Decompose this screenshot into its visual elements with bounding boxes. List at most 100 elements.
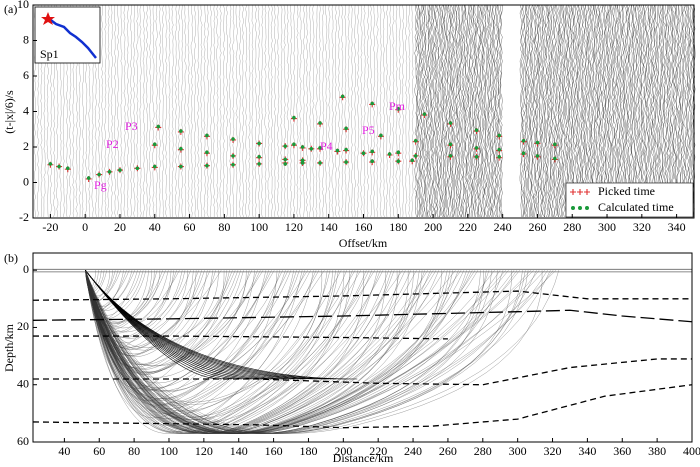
calculated-marker bbox=[179, 164, 183, 169]
x-tick-label: 200 bbox=[334, 444, 352, 458]
trace bbox=[537, 4, 541, 218]
trace bbox=[583, 4, 587, 218]
trace bbox=[609, 4, 613, 218]
ray bbox=[85, 270, 331, 412]
calculated-marker bbox=[474, 146, 479, 150]
trace bbox=[296, 4, 299, 218]
trace bbox=[661, 4, 665, 218]
phase-label: P2 bbox=[106, 137, 119, 151]
calculated-marker bbox=[152, 164, 157, 169]
x-tick-label: 100 bbox=[250, 220, 268, 234]
calculated-marker bbox=[65, 166, 70, 171]
trace bbox=[261, 4, 264, 218]
ray bbox=[85, 270, 308, 399]
calculated-marker bbox=[179, 146, 183, 151]
trace bbox=[146, 4, 148, 217]
trace bbox=[264, 4, 267, 218]
trace bbox=[434, 4, 437, 218]
trace bbox=[654, 4, 658, 218]
x-tick-label: 300 bbox=[509, 444, 527, 458]
trace bbox=[338, 4, 340, 218]
y-tick-label: 60 bbox=[17, 434, 29, 448]
trace bbox=[553, 4, 557, 218]
x-tick-label: 200 bbox=[424, 220, 442, 234]
trace bbox=[437, 4, 441, 218]
trace bbox=[414, 4, 418, 218]
ray bbox=[85, 270, 498, 434]
ray bbox=[85, 270, 414, 434]
trace bbox=[465, 4, 468, 217]
interface bbox=[33, 358, 692, 386]
trace bbox=[449, 4, 453, 218]
legend bbox=[565, 182, 694, 218]
trace bbox=[658, 4, 662, 218]
trace bbox=[589, 4, 593, 218]
ray bbox=[85, 270, 554, 434]
calculated-marker bbox=[300, 161, 305, 165]
trace bbox=[290, 4, 292, 218]
trace bbox=[114, 5, 116, 218]
trace bbox=[667, 4, 671, 218]
x-tick-label: 140 bbox=[320, 220, 338, 234]
trace bbox=[130, 4, 132, 218]
calculated-marker bbox=[535, 140, 540, 145]
trace bbox=[595, 4, 598, 218]
trace bbox=[631, 4, 635, 218]
trace bbox=[155, 4, 158, 218]
trace bbox=[610, 4, 614, 218]
trace bbox=[142, 4, 145, 218]
x-tick-label: 380 bbox=[648, 444, 666, 458]
calculated-marker bbox=[231, 162, 235, 167]
trace bbox=[632, 4, 636, 218]
trace bbox=[586, 4, 589, 218]
x-tick-label: 140 bbox=[230, 444, 248, 458]
trace bbox=[523, 4, 527, 218]
calculated-marker bbox=[97, 172, 101, 177]
calculated-marker bbox=[107, 170, 112, 174]
x-tick-label: 220 bbox=[459, 220, 477, 234]
ray bbox=[85, 270, 520, 434]
calculated-marker bbox=[497, 133, 501, 138]
trace bbox=[647, 4, 650, 218]
trace bbox=[656, 4, 659, 218]
calculated-marker bbox=[335, 148, 340, 153]
trace bbox=[608, 4, 611, 218]
trace bbox=[560, 4, 563, 218]
trace bbox=[530, 4, 533, 218]
calculated-marker bbox=[361, 151, 366, 156]
trace bbox=[549, 4, 553, 218]
trace bbox=[546, 4, 550, 218]
trace bbox=[283, 4, 286, 218]
trace bbox=[554, 4, 558, 218]
ray bbox=[85, 270, 476, 434]
calculated-marker bbox=[300, 145, 305, 149]
trace bbox=[318, 4, 321, 218]
y-axis-label: Depth/km bbox=[2, 323, 16, 372]
trace bbox=[258, 4, 260, 218]
panel-label: (b) bbox=[4, 251, 18, 265]
trace bbox=[579, 4, 583, 218]
trace bbox=[110, 4, 113, 218]
trace bbox=[286, 4, 289, 217]
ray bbox=[85, 270, 534, 434]
trace bbox=[428, 4, 432, 218]
trace bbox=[181, 4, 184, 218]
trace bbox=[474, 4, 478, 218]
x-tick-label: 160 bbox=[355, 220, 373, 234]
calculated-marker bbox=[474, 154, 479, 159]
ray bbox=[85, 270, 289, 419]
ray bbox=[85, 270, 398, 434]
trace bbox=[123, 4, 126, 218]
trace bbox=[627, 4, 631, 218]
trace bbox=[476, 4, 480, 218]
x-tick-label: 260 bbox=[528, 220, 546, 234]
calculated-marker bbox=[535, 154, 540, 158]
trace bbox=[464, 4, 467, 218]
ray bbox=[85, 270, 551, 434]
trace bbox=[444, 4, 448, 218]
trace bbox=[445, 4, 449, 218]
trace bbox=[398, 4, 401, 218]
calculated-marker bbox=[318, 161, 322, 165]
trace bbox=[402, 4, 404, 218]
ray bbox=[85, 270, 462, 434]
